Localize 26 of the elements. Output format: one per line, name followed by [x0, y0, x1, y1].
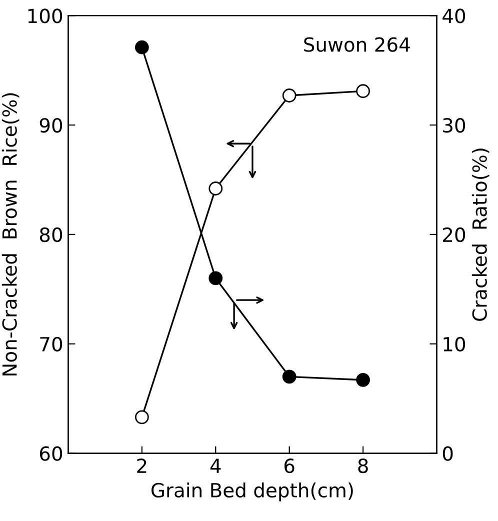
y2-tick-label: 10: [444, 336, 466, 352]
y-tick-label: 90: [40, 118, 62, 133]
point: [356, 373, 370, 387]
point: [134, 410, 149, 424]
y-tick-label: 60: [40, 446, 62, 461]
x-tick-label: 4: [210, 458, 221, 473]
point: [134, 40, 149, 54]
y2-axis-title: Cracked Ratio(%): [472, 148, 490, 321]
point: [282, 370, 296, 384]
y2-tick-label: 40: [442, 8, 466, 24]
y2-tick-label: 30: [443, 118, 466, 133]
point: [208, 182, 223, 196]
annotation: Suwon 264: [304, 37, 410, 52]
y2-tick-label: 0: [442, 446, 453, 461]
y-axis-title: Non-Cracked Brown Rice(%): [2, 93, 20, 376]
point: [282, 88, 296, 102]
y2-tick-label: 20: [443, 227, 466, 242]
x-tick-label: 8: [358, 458, 368, 474]
point: [208, 271, 223, 286]
y-tick-label: 80: [40, 227, 62, 242]
point: [356, 84, 370, 98]
x-tick-label: 2: [137, 458, 146, 473]
y-tick-label: 70: [40, 336, 62, 352]
y-tick-label: 100: [28, 8, 62, 24]
x-axis-title: Grain Bed depth(cm): [152, 482, 353, 502]
x-tick-label: 6: [284, 458, 294, 474]
